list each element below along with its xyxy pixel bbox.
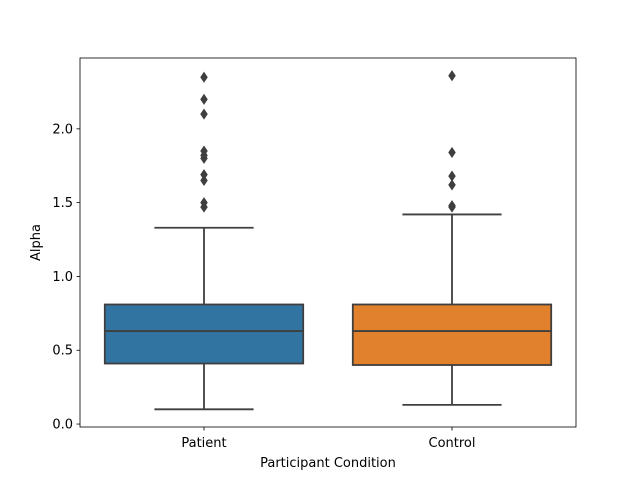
outlier-point (200, 169, 208, 181)
outlier-point (200, 71, 208, 83)
x-tick-label: Patient (181, 436, 226, 451)
outlier-point (200, 174, 208, 187)
x-tick-label: Control (429, 436, 476, 451)
outlier-point (200, 145, 208, 157)
y-tick-label: 1.0 (52, 270, 73, 285)
box-group-patient (103, 71, 305, 411)
y-tick-label: 1.5 (52, 196, 73, 211)
outlier-point (448, 70, 456, 82)
box-iqr (351, 303, 553, 366)
box-iqr (103, 303, 305, 365)
axes-frame (79, 57, 577, 428)
outlier-point (200, 108, 208, 120)
outlier-point (448, 170, 456, 182)
plot-area (103, 70, 553, 411)
outlier-point (448, 146, 456, 158)
outlier-point (200, 197, 208, 209)
y-axis-label: Alpha (29, 224, 44, 261)
outlier-point (200, 93, 208, 105)
x-axis-label: Participant Condition (260, 456, 396, 471)
outlier-point (448, 179, 456, 191)
y-tick-label: 0.5 (52, 344, 73, 359)
y-tick-label: 0.0 (52, 418, 73, 433)
axes: 0.0 0.5 1.0 1.5 2.0 Patient Control (52, 122, 475, 451)
y-tick-label: 2.0 (52, 122, 73, 137)
box-group-control (351, 70, 553, 406)
outlier-point (448, 200, 456, 212)
